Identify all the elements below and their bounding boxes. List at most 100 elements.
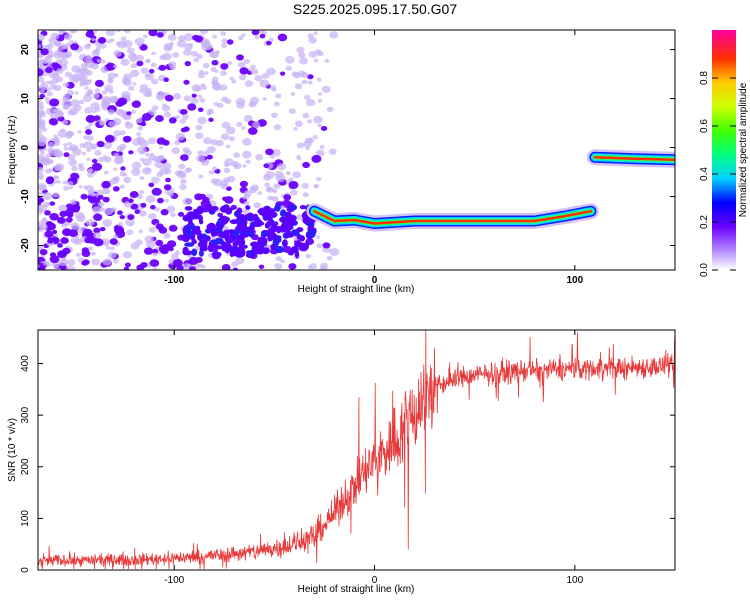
noise-blob xyxy=(295,120,303,127)
noise-blob xyxy=(102,258,112,266)
noise-blob xyxy=(107,251,117,259)
noise-blob xyxy=(299,57,308,65)
noise-blob xyxy=(85,129,93,135)
snr-axes: -100 0 100 0 100 200 300 400 xyxy=(20,330,675,586)
noise-blob xyxy=(296,142,305,149)
noise-blob xyxy=(145,167,152,173)
spectrogram-xlabel: Height of straight line (km) xyxy=(298,284,415,295)
noise-blob xyxy=(184,167,191,173)
noise-blob xyxy=(271,112,278,119)
noise-blob xyxy=(131,168,141,176)
noise-blob xyxy=(187,103,197,111)
noise-blob xyxy=(296,233,302,240)
noise-blob xyxy=(90,251,96,256)
colorbar-label: Normalized spectral amplitude xyxy=(738,82,749,217)
noise-blob xyxy=(122,251,132,259)
noise-blob xyxy=(112,258,119,264)
noise-blob xyxy=(82,94,92,102)
noise-blob xyxy=(113,152,120,158)
noise-blob xyxy=(123,173,128,177)
noise-blob xyxy=(47,238,54,244)
noise-blob xyxy=(178,163,186,170)
noise-blob xyxy=(268,37,274,42)
noise-blob xyxy=(250,68,259,75)
noise-blob xyxy=(283,194,292,201)
noise-blob xyxy=(83,141,94,150)
signal-ridge xyxy=(313,209,593,225)
noise-blob xyxy=(193,57,200,63)
noise-blob xyxy=(139,190,145,195)
noise-blob xyxy=(241,126,246,130)
noise-blob xyxy=(170,253,180,260)
noise-blob xyxy=(265,220,275,227)
noise-blob xyxy=(274,263,283,270)
noise-blob xyxy=(95,46,102,51)
noise-blob xyxy=(275,93,282,99)
noise-blob xyxy=(85,219,95,227)
noise-blob xyxy=(151,51,156,56)
noise-blob xyxy=(176,39,187,48)
noise-blob xyxy=(50,84,57,90)
noise-blob xyxy=(257,191,263,196)
noise-blob xyxy=(210,67,217,72)
noise-blob xyxy=(305,146,310,151)
noise-blob xyxy=(271,196,279,202)
noise-blob xyxy=(257,236,268,245)
noise-blob xyxy=(252,121,260,128)
noise-blob xyxy=(320,126,328,131)
noise-blob xyxy=(159,91,165,96)
noise-blob xyxy=(102,187,111,195)
noise-blob xyxy=(62,82,70,88)
noise-blob xyxy=(163,232,171,239)
noise-blob xyxy=(120,58,130,66)
noise-blob xyxy=(221,38,228,44)
noise-blob xyxy=(49,255,60,264)
noise-blob xyxy=(262,97,267,101)
noise-blob xyxy=(215,50,220,54)
noise-blob xyxy=(156,32,164,38)
noise-blob xyxy=(204,71,209,75)
noise-blob xyxy=(288,263,297,270)
noise-blob xyxy=(308,36,317,44)
noise-blob xyxy=(164,198,170,203)
noise-blob xyxy=(39,223,48,231)
noise-blob xyxy=(103,207,114,216)
noise-blob xyxy=(91,158,98,164)
noise-blob xyxy=(181,114,190,120)
noise-blob xyxy=(180,127,187,133)
noise-blob xyxy=(174,170,182,177)
noise-blob xyxy=(315,149,325,157)
noise-blob xyxy=(296,227,304,233)
spectrogram-plot-area xyxy=(38,30,675,270)
noise-blob xyxy=(148,182,155,188)
noise-blob xyxy=(301,182,310,189)
noise-blob xyxy=(288,249,295,256)
noise-blob xyxy=(148,109,157,116)
noise-blob xyxy=(46,201,51,205)
noise-blob xyxy=(298,52,306,59)
noise-blob xyxy=(229,76,234,81)
noise-blob xyxy=(66,89,75,96)
noise-blob xyxy=(163,184,172,191)
noise-blob xyxy=(57,129,68,138)
noise-blob xyxy=(311,154,322,163)
colorbar-tick-label: 0.6 xyxy=(699,119,710,133)
noise-blob xyxy=(206,146,216,154)
noise-blob xyxy=(279,205,286,210)
colorbar: 0.0 0.2 0.4 0.6 0.8 Normalized spectral ampl… xyxy=(699,30,749,277)
noise-blob xyxy=(236,222,245,231)
noise-blob xyxy=(266,186,273,192)
noise-blob xyxy=(39,249,48,256)
noise-blob xyxy=(87,169,93,174)
noise-blob xyxy=(74,91,79,95)
x-tick-label: 100 xyxy=(566,275,583,286)
noise-blob xyxy=(329,31,339,39)
noise-blob xyxy=(117,222,124,227)
noise-blob xyxy=(38,197,45,203)
noise-blob xyxy=(70,222,80,230)
noise-blob xyxy=(316,77,322,82)
noise-blob xyxy=(253,202,261,209)
noise-blob xyxy=(67,181,74,186)
noise-blob xyxy=(78,74,88,82)
